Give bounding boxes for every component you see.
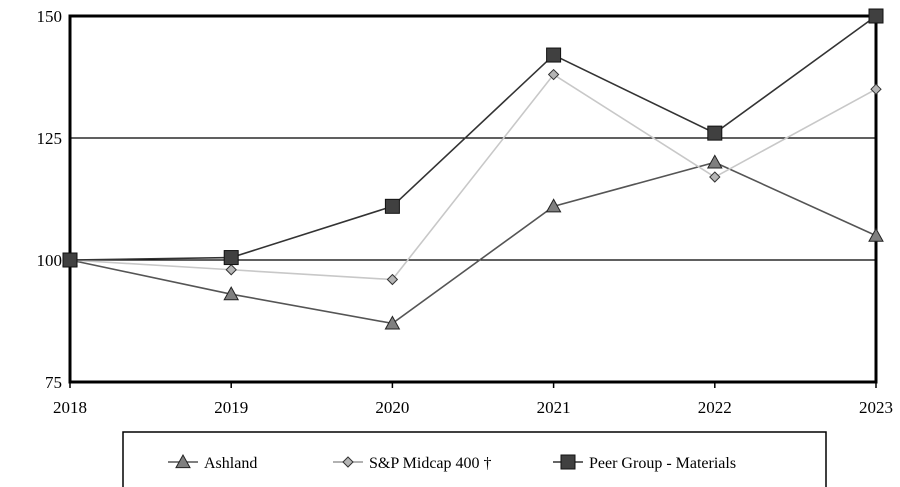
data-point-2 (707, 125, 723, 141)
data-point-1 (225, 264, 237, 276)
legend-label: Ashland (204, 455, 257, 472)
legend-box (122, 431, 827, 487)
x-tick-label: 2018 (53, 398, 87, 417)
data-point-2 (546, 47, 562, 63)
data-point-1 (386, 273, 399, 286)
y-tick-label: 100 (37, 251, 63, 270)
data-point-0 (223, 286, 240, 301)
data-point-2 (62, 252, 78, 268)
x-tick-label: 2021 (537, 398, 571, 417)
series-line-1 (69, 73, 877, 281)
x-tick-label: 2020 (375, 398, 409, 417)
x-tick-label: 2022 (698, 398, 732, 417)
data-point-0 (384, 315, 401, 330)
legend: Ashland S&P Midcap 400 † Peer Group - Mate… (122, 431, 827, 487)
data-point-2 (384, 198, 400, 214)
legend-marker (342, 456, 354, 468)
gridlines (70, 15, 876, 261)
y-tick-label: 75 (45, 373, 62, 392)
legend-marker (560, 454, 576, 470)
plot-frame (68, 14, 878, 384)
data-point-2 (868, 8, 884, 24)
data-point-0 (868, 227, 884, 242)
data-point-1 (870, 83, 882, 95)
data-point-1 (547, 68, 560, 81)
y-tick-label: 150 (37, 7, 63, 26)
axes: 75 100 125 150 2018 2019 2020 2021 2022 2023 (37, 7, 894, 417)
x-tick-label: 2019 (214, 398, 248, 417)
data-point-0 (706, 154, 723, 169)
y-tick-label: 125 (37, 129, 63, 148)
legend-label: Peer Group - Materials (589, 455, 736, 472)
series-line-2 (69, 15, 877, 261)
legend-label: S&P Midcap 400 † (369, 455, 492, 472)
data-point-0 (545, 198, 562, 213)
legend-marker (175, 453, 191, 469)
x-tick-label: 2023 (859, 398, 893, 417)
data-point-1 (709, 171, 721, 183)
data-point-2 (223, 250, 239, 266)
series (62, 8, 884, 330)
series-line-0 (69, 161, 877, 325)
